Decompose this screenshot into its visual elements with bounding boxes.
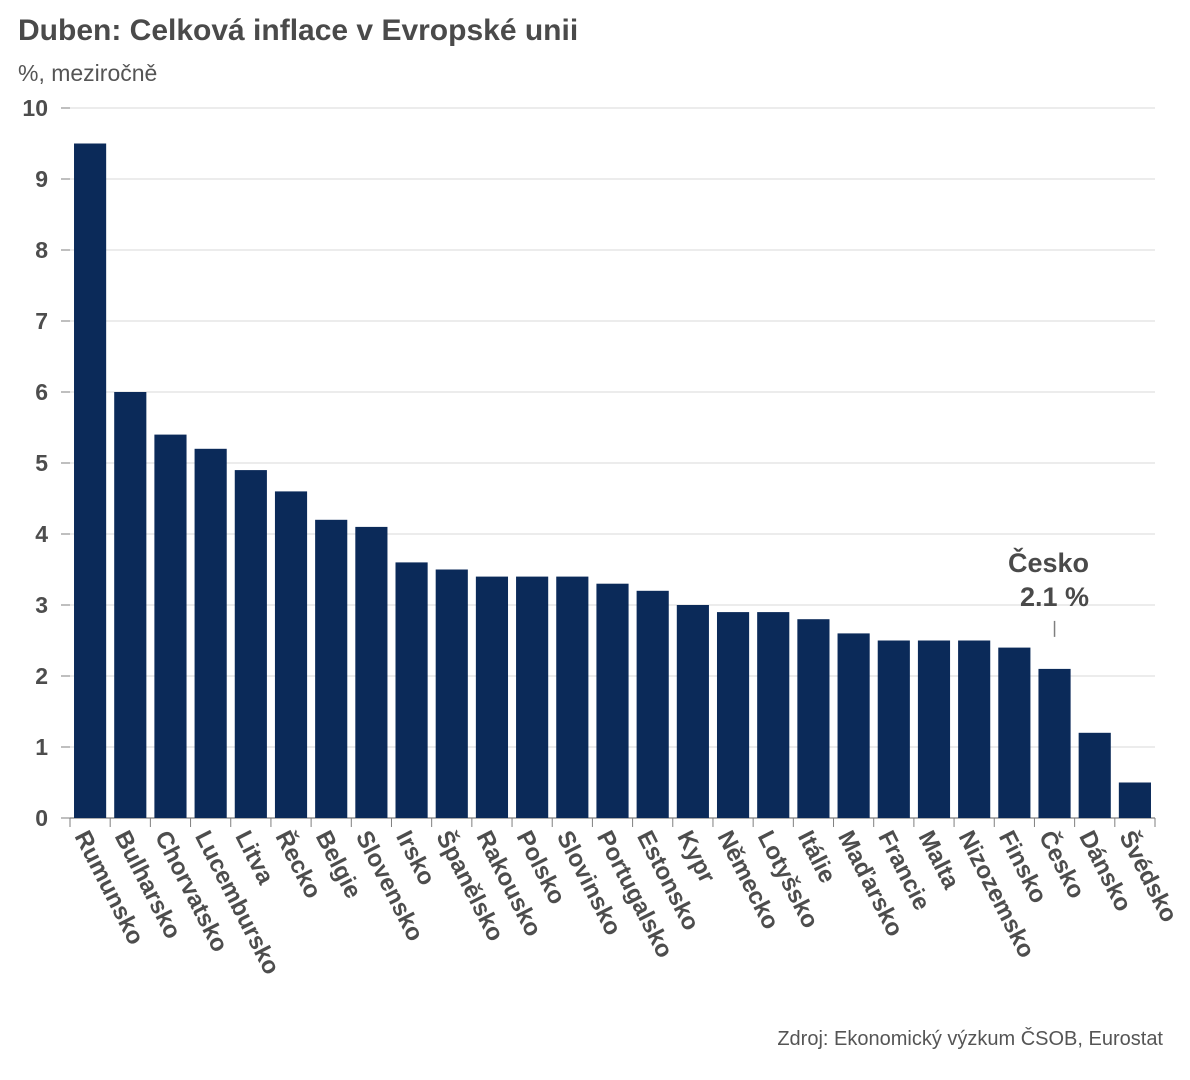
bar: [516, 576, 549, 818]
bar: [355, 526, 388, 818]
bar: [315, 519, 348, 818]
bar: [596, 583, 629, 818]
bar: [556, 576, 589, 818]
bar: [194, 448, 227, 818]
bar: [274, 491, 308, 818]
annotation: Česko 2.1 %: [1008, 547, 1089, 637]
bar: [395, 562, 428, 818]
bar: [676, 605, 709, 818]
category-labels: RumunskoBulharskoChorvatskoLucemburskoLi…: [69, 826, 1184, 979]
bar: [1038, 668, 1071, 818]
bar: [234, 470, 267, 818]
y-tick-label: 2: [35, 663, 48, 689]
y-tick-label: 7: [35, 308, 48, 334]
y-tick-label: 8: [35, 237, 48, 263]
bar: [958, 640, 991, 818]
bars: [74, 143, 1151, 818]
bar: [998, 647, 1031, 818]
bar: [1078, 732, 1111, 818]
bar: [837, 633, 870, 818]
bar: [435, 569, 468, 818]
bar: [757, 612, 790, 818]
bar: [917, 640, 951, 818]
y-tick-label: 9: [35, 166, 48, 192]
bar: [154, 434, 187, 818]
bar: [716, 612, 750, 818]
bar: [74, 143, 107, 818]
y-tick-label: 1: [35, 734, 48, 760]
bar: [636, 590, 669, 818]
y-tick-label: 4: [35, 521, 48, 547]
bar: [797, 619, 830, 818]
bar: [114, 392, 147, 818]
y-tick-label: 10: [22, 95, 48, 121]
chart-title: Duben: Celková inflace v Evropské unii: [18, 14, 579, 47]
source-note: Zdroj: Ekonomický výzkum ČSOB, Eurostat: [777, 1028, 1163, 1050]
y-tick-label: 6: [35, 379, 48, 405]
bar: [877, 640, 910, 818]
annotation-value-label: 2.1 %: [1020, 582, 1089, 612]
bar: [475, 576, 509, 818]
y-tick-label: 5: [35, 450, 48, 476]
y-tick-label: 3: [35, 592, 48, 618]
x-tick-label: Švédsko: [1114, 826, 1184, 927]
annotation-country-label: Česko: [1008, 547, 1089, 578]
bar: [1118, 782, 1151, 818]
y-tick-label: 0: [35, 805, 48, 831]
chart-subtitle: %, meziročně: [18, 60, 158, 86]
